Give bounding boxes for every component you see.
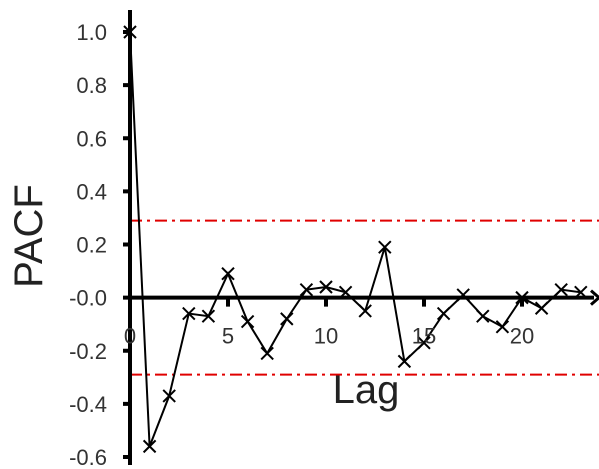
data-point: [260, 346, 274, 361]
y-tick-label: 0.6: [76, 126, 107, 151]
data-point-marker: [495, 320, 510, 334]
data-point: [358, 304, 372, 318]
pacf-series: [123, 25, 588, 454]
data-point: [182, 306, 196, 321]
data-point: [574, 285, 588, 300]
data-point-marker: [123, 25, 137, 39]
x-tick-label: 5: [222, 324, 234, 349]
data-point-marker: [515, 290, 529, 305]
y-tick-label: -0.2: [69, 339, 107, 364]
data-point-marker: [397, 354, 412, 369]
y-tick-label: -0.0: [69, 286, 107, 311]
series-line: [129, 31, 581, 447]
data-point-marker: [436, 306, 451, 321]
data-point: [319, 280, 333, 294]
data-point-marker: [280, 312, 294, 326]
x-tick-label: 20: [510, 324, 534, 349]
data-point: [476, 309, 490, 323]
data-point-marker: [201, 309, 216, 323]
y-tick-label: 0.2: [76, 233, 107, 258]
y-tick-label: 0.4: [76, 179, 107, 204]
data-point-marker: [319, 280, 333, 294]
y-tick-label: 0.8: [76, 73, 107, 98]
data-point: [417, 336, 431, 350]
data-point: [456, 288, 470, 302]
data-point: [436, 306, 451, 321]
data-point-marker: [240, 314, 255, 329]
data-point: [142, 439, 157, 454]
data-point-marker: [299, 282, 314, 297]
data-point: [378, 240, 392, 254]
data-point-marker: [338, 285, 353, 300]
y-axis-title: PACF: [7, 184, 51, 288]
data-point: [221, 267, 235, 281]
data-point-marker: [182, 306, 196, 321]
data-point-marker: [358, 304, 372, 318]
data-point: [123, 25, 137, 39]
data-point-marker: [142, 439, 157, 454]
data-point-marker: [221, 267, 235, 281]
x-tick-label: 10: [314, 324, 338, 349]
y-tick-label: 1.0: [76, 20, 107, 45]
data-point: [554, 282, 568, 297]
x-tick-label: 0: [124, 324, 136, 349]
data-point-marker: [456, 288, 470, 302]
data-point-marker: [378, 240, 392, 254]
x-axis-arrow: [590, 289, 599, 306]
data-point: [338, 285, 353, 300]
data-point-marker: [574, 285, 588, 300]
data-point: [495, 320, 510, 334]
data-point: [299, 282, 314, 297]
data-point-marker: [476, 309, 490, 323]
data-point: [240, 314, 255, 329]
data-point: [162, 389, 176, 403]
data-point-marker: [417, 336, 431, 350]
y-tick-label: -0.4: [69, 392, 107, 417]
tick-labels: 1.0 0.8 0.6 0.4 0.2 -0.0 -0.2 -0.4 -0.6 0 5 10 15 20: [69, 20, 534, 469]
axes: [123, 10, 599, 465]
x-axis-title: Lag: [333, 368, 400, 412]
y-tick-label: -0.6: [69, 445, 107, 469]
data-point: [534, 301, 549, 315]
data-point: [201, 309, 216, 323]
data-point-marker: [162, 389, 176, 403]
data-point: [397, 354, 412, 369]
data-point: [515, 290, 529, 305]
data-point: [280, 312, 294, 326]
confidence-bounds: [130, 219, 599, 376]
data-point-marker: [534, 301, 549, 315]
data-point-marker: [260, 346, 274, 361]
data-point-marker: [554, 282, 568, 297]
x-tick-label: 15: [412, 324, 436, 349]
